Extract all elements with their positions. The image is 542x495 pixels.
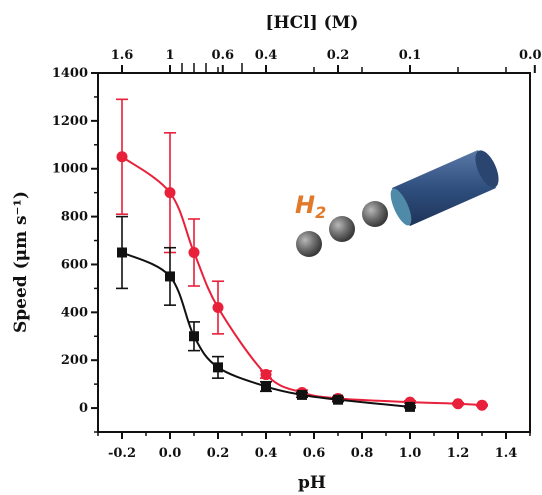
series-1-point-3 <box>212 302 224 314</box>
x-tick-label-6: 1.0 <box>399 446 422 461</box>
series-1-point-4 <box>260 369 272 381</box>
top-axis-title: [HCl] (M) <box>266 13 359 33</box>
x-tick-label-8: 1.4 <box>495 446 518 461</box>
series-2-point-3 <box>213 362 223 373</box>
series-1-point-8 <box>452 398 464 410</box>
series-1-point-2 <box>188 247 200 258</box>
series-2-point-2 <box>189 331 199 342</box>
series-2-point-6 <box>333 394 343 405</box>
h2-label: H2 <box>295 191 326 222</box>
x-tick-label-7: 1.2 <box>447 446 470 461</box>
series-2-point-1 <box>165 271 175 282</box>
y-axis-title: Speed (μm s⁻¹) <box>11 191 31 333</box>
series-1-point-1 <box>164 187 176 199</box>
inset-illustration: H2 <box>295 150 499 257</box>
top-tick-label-3: 0.4 <box>255 48 278 63</box>
bubble-2 <box>329 216 355 242</box>
h2-label-sub: 2 <box>315 203 326 222</box>
tube-body <box>392 150 496 226</box>
y-tick-label-1: 200 <box>61 353 88 368</box>
x-tick-label-2: 0.2 <box>207 446 230 461</box>
bubble-3 <box>362 201 388 227</box>
y-tick-label-5: 1000 <box>52 162 88 177</box>
series-1-point-9 <box>476 399 488 411</box>
top-tick-label-6: 0.03 <box>519 48 542 63</box>
bubble-1 <box>296 231 322 257</box>
y-tick-label-0: 0 <box>79 401 88 416</box>
y-tick-label-2: 400 <box>61 305 88 320</box>
series-2-point-5 <box>297 389 307 400</box>
series-2-point-4 <box>261 381 271 392</box>
x-tick-label-3: 0.4 <box>255 446 278 461</box>
series-1-line <box>121 155 483 407</box>
y-tick-label-6: 1200 <box>52 114 88 129</box>
x-tick-label-1: 0.0 <box>159 446 182 461</box>
y-tick-label-7: 1400 <box>52 66 88 81</box>
series-2-point-7 <box>405 401 415 412</box>
tube-front-opening <box>390 188 412 226</box>
x-axis-title: pH <box>298 473 326 493</box>
y-tick-label-4: 800 <box>61 210 88 225</box>
x-tick-label-5: 0.8 <box>351 446 374 461</box>
top-tick-label-1: 1 <box>165 48 174 63</box>
x-tick-label-0: -0.2 <box>108 446 136 461</box>
top-tick-label-4: 0.2 <box>327 48 350 63</box>
tube-back-end <box>475 150 499 188</box>
x-tick-label-4: 0.6 <box>303 446 326 461</box>
y-tick-label-3: 600 <box>61 257 88 272</box>
series-1-point-0 <box>116 151 128 163</box>
series-2-point-0 <box>117 247 127 258</box>
h2-label-main: H <box>295 191 315 219</box>
top-tick-label-2: 0.6 <box>211 48 234 63</box>
top-tick-label-5: 0.1 <box>399 48 422 63</box>
top-tick-label-0: 1.6 <box>111 48 134 63</box>
